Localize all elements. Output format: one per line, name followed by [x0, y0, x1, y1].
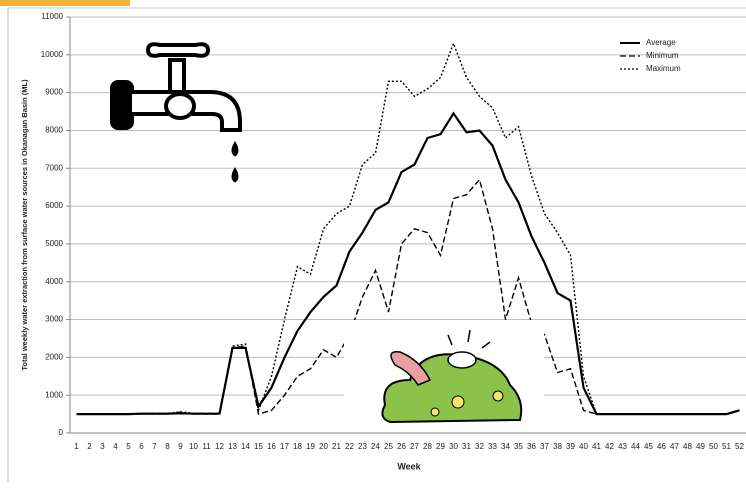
y-tick-label: 5000: [45, 239, 63, 248]
y-tick-label: 10000: [41, 50, 64, 59]
x-tick-label: 6: [139, 442, 144, 451]
x-tick-label: 50: [709, 442, 718, 451]
x-tick-label: 31: [462, 442, 471, 451]
x-tick-label: 47: [670, 442, 679, 451]
x-tick-label: 11: [202, 442, 211, 451]
x-tick-label: 17: [280, 442, 289, 451]
x-tick-label: 34: [501, 442, 510, 451]
clip-art: [110, 42, 544, 430]
x-tick-label: 22: [345, 442, 354, 451]
y-tick-label: 6000: [45, 201, 63, 210]
x-tick-label: 18: [293, 442, 302, 451]
x-tick-label: 32: [475, 442, 484, 451]
x-tick-label: 9: [178, 442, 183, 451]
x-tick-label: 36: [527, 442, 536, 451]
x-tick-label: 19: [306, 442, 315, 451]
x-tick-label: 29: [436, 442, 445, 451]
x-tick-label: 42: [605, 442, 614, 451]
x-tick-label: 27: [410, 442, 419, 451]
x-tick-label: 26: [397, 442, 406, 451]
x-tick-label: 37: [540, 442, 549, 451]
y-tick-label: 9000: [45, 88, 63, 97]
legend-label: Minimum: [646, 51, 679, 60]
x-tick-label: 25: [384, 442, 393, 451]
x-tick-label: 4: [113, 442, 118, 451]
y-tick-label: 1000: [45, 390, 63, 399]
x-tick-label: 28: [423, 442, 432, 451]
x-tick-label: 20: [319, 442, 328, 451]
x-tick-label: 45: [644, 442, 653, 451]
x-tick-label: 33: [488, 442, 497, 451]
x-tick-label: 7: [152, 442, 157, 451]
x-tick-label: 8: [165, 442, 170, 451]
x-tick-label: 46: [657, 442, 666, 451]
x-tick-label: 10: [189, 442, 198, 451]
y-tick-label: 8000: [45, 126, 63, 135]
x-tick-label: 14: [241, 442, 250, 451]
y-tick-label: 2000: [45, 352, 63, 361]
x-tick-label: 43: [618, 442, 627, 451]
y-tick-label: 3000: [45, 315, 63, 324]
legend-label: Average: [646, 38, 676, 47]
y-axis-label: Total weekly water extraction from surfa…: [20, 79, 29, 371]
x-tick-label: 13: [228, 442, 237, 451]
frog-icon: [344, 320, 544, 430]
x-tick-label: 5: [126, 442, 131, 451]
y-tick-label: 0: [59, 428, 64, 437]
x-tick-label: 21: [332, 442, 341, 451]
x-tick-label: 44: [631, 442, 640, 451]
y-tick-label: 11000: [41, 12, 63, 21]
legend-label: Maximum: [646, 64, 681, 73]
y-tick-label: 7000: [45, 163, 63, 172]
y-tick-label: 4000: [45, 277, 63, 286]
x-tick-label: 24: [371, 442, 380, 451]
x-tick-label: 38: [553, 442, 562, 451]
x-tick-label: 2: [87, 442, 92, 451]
x-tick-label: 52: [735, 442, 744, 451]
x-tick-label: 23: [358, 442, 367, 451]
x-tick-label: 51: [722, 442, 731, 451]
x-tick-label: 39: [566, 442, 575, 451]
x-tick-label: 48: [683, 442, 692, 451]
x-tick-label: 30: [449, 442, 458, 451]
faucet-icon: [110, 42, 242, 183]
x-tick-label: 3: [100, 442, 105, 451]
x-tick-label: 16: [267, 442, 276, 451]
x-tick-label: 40: [579, 442, 588, 451]
x-tick-label: 35: [514, 442, 523, 451]
x-tick-label: 15: [254, 442, 263, 451]
x-axis-label: Week: [397, 461, 421, 471]
x-tick-label: 1: [74, 442, 79, 451]
x-tick-label: 41: [592, 442, 601, 451]
x-tick-label: 12: [215, 442, 224, 451]
header-strip: [0, 0, 130, 6]
series-line: [76, 178, 740, 415]
x-tick-label: 49: [696, 442, 705, 451]
